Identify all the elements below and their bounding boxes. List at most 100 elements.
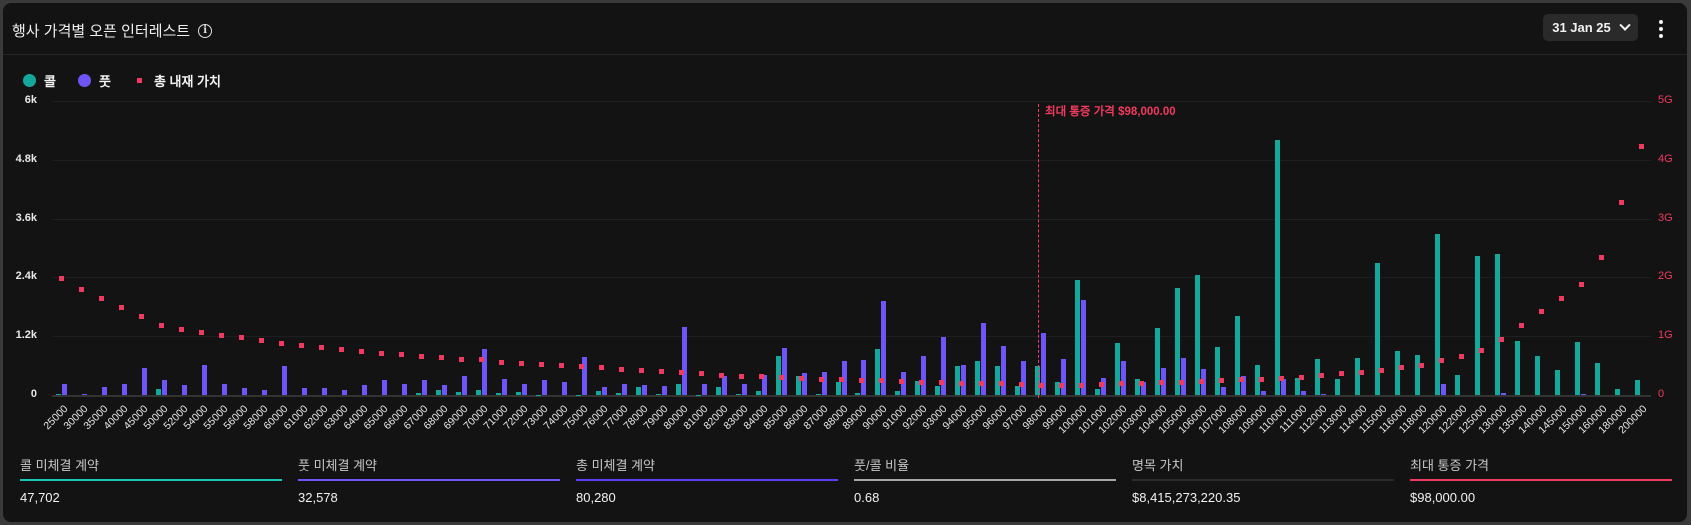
put-bar[interactable] [1081, 300, 1087, 395]
intrinsic-value-point[interactable] [1158, 380, 1164, 386]
call-bar[interactable] [1355, 358, 1361, 395]
put-bar[interactable] [261, 389, 267, 395]
legend-item-puts[interactable]: 풋 [77, 71, 111, 90]
put-bar[interactable] [641, 385, 647, 395]
call-bar[interactable] [915, 381, 921, 395]
call-bar[interactable] [655, 394, 661, 395]
call-bar[interactable] [1555, 369, 1561, 395]
call-bar[interactable] [455, 392, 461, 395]
put-bar[interactable] [161, 380, 167, 395]
call-bar[interactable] [995, 366, 1001, 395]
intrinsic-value-point[interactable] [799, 376, 805, 382]
call-bar[interactable] [635, 387, 641, 395]
intrinsic-value-point[interactable] [479, 357, 485, 363]
intrinsic-value-point[interactable] [878, 378, 884, 384]
call-bar[interactable] [1235, 315, 1241, 395]
intrinsic-value-point[interactable] [1178, 379, 1184, 385]
call-bar[interactable] [835, 382, 841, 395]
call-bar[interactable] [1195, 274, 1201, 395]
intrinsic-value-point[interactable] [699, 371, 705, 377]
put-bar[interactable] [701, 383, 707, 395]
put-bar[interactable] [361, 385, 367, 395]
call-bar[interactable] [1295, 377, 1301, 395]
legend-item-calls[interactable]: 콜 [23, 71, 56, 90]
intrinsic-value-point[interactable] [1458, 354, 1464, 360]
call-bar[interactable] [735, 394, 741, 395]
put-bar[interactable] [1301, 391, 1307, 395]
intrinsic-value-point[interactable] [99, 296, 105, 302]
put-bar[interactable] [121, 383, 127, 395]
put-bar[interactable] [841, 361, 847, 395]
call-bar[interactable] [1415, 354, 1421, 395]
put-bar[interactable] [661, 386, 667, 395]
put-bar[interactable] [1181, 358, 1187, 395]
put-bar[interactable] [681, 327, 687, 395]
intrinsic-value-point[interactable] [958, 380, 964, 386]
intrinsic-value-point[interactable] [459, 356, 465, 362]
put-bar[interactable] [1441, 383, 1447, 395]
call-bar[interactable] [1215, 346, 1221, 395]
put-bar[interactable] [801, 373, 807, 395]
put-bar[interactable] [881, 300, 887, 395]
call-bar[interactable] [815, 393, 821, 395]
call-bar[interactable] [1315, 358, 1321, 395]
intrinsic-value-point[interactable] [998, 381, 1004, 387]
put-bar[interactable] [181, 385, 187, 395]
intrinsic-value-point[interactable] [659, 368, 665, 374]
intrinsic-value-point[interactable] [1198, 378, 1204, 384]
intrinsic-value-point[interactable] [139, 314, 145, 320]
intrinsic-value-point[interactable] [1398, 365, 1404, 371]
intrinsic-value-point[interactable] [679, 370, 685, 376]
put-bar[interactable] [821, 372, 827, 395]
put-bar[interactable] [721, 376, 727, 395]
intrinsic-value-point[interactable] [399, 351, 405, 357]
put-bar[interactable] [561, 381, 567, 395]
call-bar[interactable] [495, 393, 501, 395]
intrinsic-value-point[interactable] [219, 332, 225, 338]
intrinsic-value-point[interactable] [898, 378, 904, 384]
call-bar[interactable] [615, 393, 621, 395]
info-icon[interactable]: i [198, 23, 213, 38]
call-bar[interactable] [1095, 389, 1101, 395]
intrinsic-value-point[interactable] [1098, 381, 1104, 387]
put-bar[interactable] [241, 388, 247, 395]
put-bar[interactable] [1101, 378, 1107, 395]
put-bar[interactable] [741, 383, 747, 395]
call-bar[interactable] [895, 390, 901, 395]
intrinsic-value-point[interactable] [639, 367, 645, 373]
put-bar[interactable] [141, 368, 147, 395]
put-bar[interactable] [301, 387, 307, 395]
intrinsic-value-point[interactable] [119, 305, 125, 311]
put-bar[interactable] [1161, 367, 1167, 395]
put-bar[interactable] [1021, 360, 1027, 395]
intrinsic-value-point[interactable] [1578, 281, 1584, 287]
intrinsic-value-point[interactable] [1478, 347, 1484, 353]
put-bar[interactable] [81, 393, 87, 395]
kebab-menu-icon[interactable] [1658, 20, 1664, 38]
call-bar[interactable] [1115, 343, 1121, 395]
put-bar[interactable] [981, 323, 987, 395]
intrinsic-value-point[interactable] [379, 350, 385, 356]
call-bar[interactable] [1035, 365, 1041, 395]
put-bar[interactable] [1581, 393, 1587, 395]
intrinsic-value-point[interactable] [839, 377, 844, 383]
intrinsic-value-point[interactable] [1298, 374, 1304, 380]
call-bar[interactable] [1535, 356, 1541, 395]
call-bar[interactable] [795, 376, 801, 395]
intrinsic-value-point[interactable] [159, 323, 165, 329]
intrinsic-value-point[interactable] [1598, 254, 1604, 260]
put-bar[interactable] [861, 359, 867, 395]
put-bar[interactable] [1321, 394, 1327, 395]
call-bar[interactable] [855, 393, 861, 395]
intrinsic-value-point[interactable] [539, 361, 545, 367]
call-bar[interactable] [1275, 139, 1281, 395]
intrinsic-value-point[interactable] [1518, 322, 1524, 328]
call-bar[interactable] [1335, 378, 1341, 395]
call-bar[interactable] [1595, 363, 1601, 395]
put-bar[interactable] [1141, 382, 1147, 395]
call-bar[interactable] [595, 390, 601, 395]
put-bar[interactable] [601, 386, 607, 395]
call-bar[interactable] [975, 360, 981, 395]
intrinsic-value-point[interactable] [199, 330, 205, 336]
call-bar[interactable] [935, 385, 941, 395]
